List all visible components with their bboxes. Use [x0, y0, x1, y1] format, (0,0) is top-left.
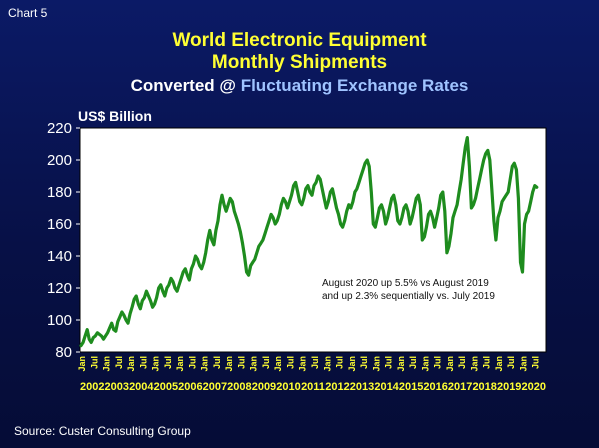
plot-area — [79, 127, 547, 353]
x-year-label: 2007 — [203, 381, 227, 393]
x-month-tick-label: Jul — [384, 356, 394, 369]
x-month-tick-label: Jul — [408, 356, 418, 369]
x-year-label: 2003 — [105, 381, 129, 393]
shipments-series-line — [79, 136, 539, 348]
x-year-label: 2005 — [154, 381, 178, 393]
x-month-tick-label: Jul — [236, 356, 246, 369]
chart-title-line-2: Monthly Shipments — [211, 52, 388, 73]
x-month-tick-label: Jul — [531, 356, 541, 369]
x-month-tick-label: Jul — [457, 356, 467, 369]
x-month-tick-label: Jul — [163, 356, 173, 369]
x-month-tick-label: Jul — [89, 356, 99, 369]
x-year-label: 2020 — [521, 381, 545, 393]
x-month-tick-label: Jan — [77, 356, 87, 372]
x-year-label: 2018 — [472, 381, 496, 393]
source-note: Source: Custer Consulting Group — [14, 424, 191, 438]
x-month-tick-label: Jul — [433, 356, 443, 369]
x-month-tick-label: Jul — [482, 356, 492, 369]
x-year-label: 2017 — [448, 381, 472, 393]
chart-subtitle: Converted @ Fluctuating Exchange Rates — [0, 76, 599, 96]
y-tick-label: 160 — [47, 216, 72, 233]
subtitle-accent: Fluctuating Exchange Rates — [240, 76, 469, 95]
x-month-tick-label: Jan — [102, 356, 112, 372]
x-month-tick-label: Jul — [212, 356, 222, 369]
x-month-tick-label: Jul — [138, 356, 148, 369]
x-month-tick-label: Jan — [151, 356, 161, 372]
y-tick-label: 200 — [47, 152, 72, 169]
x-year-label: 2010 — [276, 381, 300, 393]
x-year-label: 2014 — [374, 381, 399, 393]
y-tick-label: 220 — [47, 120, 72, 137]
x-month-tick-label: Jul — [335, 356, 345, 369]
x-month-tick-label: Jul — [114, 356, 124, 369]
x-year-label: 2013 — [350, 381, 374, 393]
y-tick-label: 80 — [55, 344, 72, 361]
x-month-tick-label: Jul — [261, 356, 271, 369]
x-month-tick-label: Jan — [445, 356, 455, 372]
x-year-label: 2004 — [129, 381, 154, 393]
x-month-tick-label: Jul — [285, 356, 295, 369]
x-month-tick-label: Jan — [200, 356, 210, 372]
x-month-tick-label: Jan — [347, 356, 357, 372]
x-year-label: 2012 — [325, 381, 349, 393]
x-month-tick-label: Jan — [224, 356, 234, 372]
x-month-tick-label: Jan — [396, 356, 406, 372]
x-year-label: 2006 — [178, 381, 202, 393]
x-month-tick-label: Jan — [175, 356, 185, 372]
x-month-tick-label: Jan — [322, 356, 332, 372]
y-tick-label: 100 — [47, 312, 72, 329]
chart-annotation-line: August 2020 up 5.5% vs August 2019 — [322, 278, 489, 289]
x-month-tick-label: Jan — [371, 356, 381, 372]
x-year-label: 2016 — [423, 381, 447, 393]
x-month-tick-label: Jan — [273, 356, 283, 372]
chart-annotation-line: and up 2.3% sequentially vs. July 2019 — [322, 291, 495, 302]
x-month-tick-label: Jul — [310, 356, 320, 369]
x-month-tick-label: Jan — [126, 356, 136, 372]
y-tick-label: 120 — [47, 280, 72, 297]
x-month-tick-label: Jan — [249, 356, 259, 372]
x-month-tick-label: Jan — [494, 356, 504, 372]
x-month-tick-label: Jan — [518, 356, 528, 372]
x-year-label: 2009 — [252, 381, 276, 393]
x-year-label: 2002 — [80, 381, 104, 393]
x-month-tick-label: Jul — [506, 356, 516, 369]
x-year-label: 2011 — [301, 381, 325, 393]
x-month-tick-label: Jan — [420, 356, 430, 372]
chart-title-line-1: World Electronic Equipment — [172, 30, 427, 51]
y-tick-label: 140 — [47, 248, 72, 265]
x-year-label: 2015 — [399, 381, 423, 393]
x-month-tick-label: Jan — [298, 356, 308, 372]
x-year-label: 2019 — [497, 381, 521, 393]
x-month-tick-label: Jul — [187, 356, 197, 369]
x-month-tick-label: Jan — [469, 356, 479, 372]
y-axis-unit-label: US$ Billion — [78, 108, 152, 124]
subtitle-prefix: Converted @ — [130, 76, 241, 95]
x-year-label: 2008 — [227, 381, 251, 393]
x-month-tick-label: Jul — [359, 356, 369, 369]
y-tick-label: 180 — [47, 184, 72, 201]
chart-number-label: Chart 5 — [8, 6, 48, 20]
